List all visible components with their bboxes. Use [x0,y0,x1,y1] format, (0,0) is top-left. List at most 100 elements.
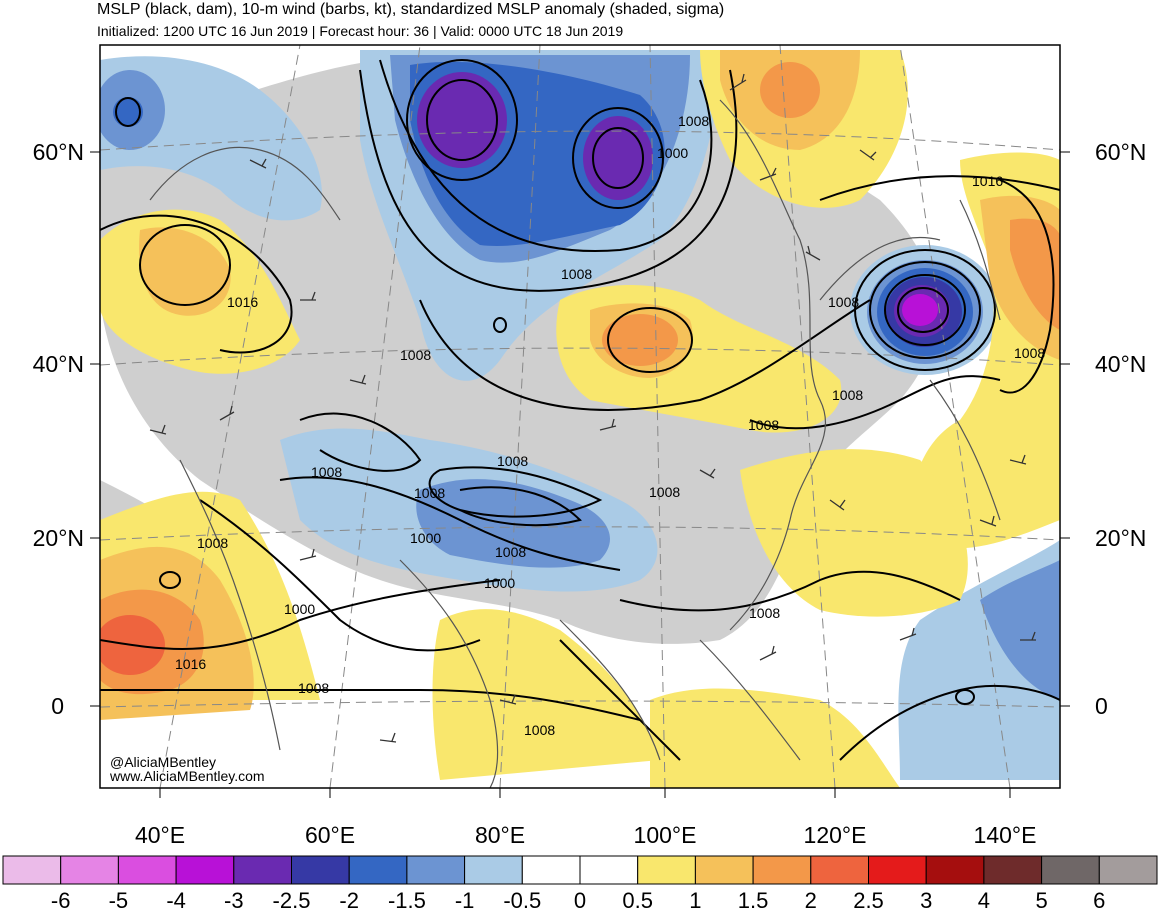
colorbar-label: 6 [1093,888,1105,913]
isobar-label: 1000 [410,530,441,546]
anomaly-orange-europe [139,227,231,316]
lat-label-left-60n: 60°N [33,139,84,165]
isobar-label: 1008 [495,544,526,560]
anomaly-blue-pacific-2 [980,560,1060,700]
wind-barbs [149,73,1036,743]
isobar-label: 1000 [657,145,688,161]
anomaly-orange-pacific-ne-2 [1010,218,1060,330]
credit-website: www.AliciaMBentley.com [109,768,265,784]
colorbar-label: -2.5 [273,888,311,913]
lon-label-40e: 40°E [135,822,185,848]
map-subtitle: Initialized: 1200 UTC 16 Jun 2019 | Fore… [97,23,624,39]
colorbar-label: -2 [339,888,359,913]
colorbar-label: 0 [574,888,586,913]
isobar-label: 1016 [972,173,1003,189]
colorbar-label: 3 [920,888,932,913]
colorbar-label: -0.5 [503,888,541,913]
anomaly-blue-scandinavia-core [113,97,143,127]
colorbar-swatch [983,855,1043,885]
credit-handle: @AliciaMBentley [110,754,216,770]
colorbar-swatch [521,855,581,885]
isobar-label: 1008 [832,387,863,403]
colorbar-label: 1 [689,888,701,913]
colorbar-swatch [752,855,812,885]
lat-label-left-0: 0 [51,693,64,719]
map-frame [99,44,1061,789]
map-title: MSLP (black, dam), 10-m wind (barbs, kt)… [97,1,725,18]
lon-label-80e: 80°E [475,822,525,848]
lat-label-left-20n: 20°N [33,525,84,551]
colorbar-swatch [1041,855,1100,885]
isobar-labels: 1008 1000 1016 1008 1008 1016 1008 1008 … [175,113,1045,738]
colorbar-swatch [579,855,639,885]
isobar-label: 1016 [227,294,258,310]
anomaly-low-core [902,294,938,326]
isobar-label: 1008 [298,680,329,696]
isobar-label: 1008 [1014,345,1045,361]
lat-label-left-40n: 40°N [33,351,84,377]
lat-label-right-40n: 40°N [1095,351,1146,377]
colorbar-swatch [60,855,119,885]
colorbar-labels: -6 -5 -4 -3 -2.5 -2 -1.5 -1 -0.5 0 0.5 1 1.5 2 2.5 3 4 5 6 [51,888,1106,913]
isobar-label: 1008 [828,294,859,310]
lon-label-120e: 120°E [804,822,867,848]
colorbar-label: 2.5 [853,888,884,913]
isobar-label: 1008 [497,453,528,469]
colorbar-swatch [175,855,235,885]
map-panel [100,45,1060,788]
colorbar-label: 1.5 [738,888,769,913]
isobar-label: 1008 [649,484,680,500]
anomaly-orange-mongolia-core [602,314,678,366]
colorbar-swatch [406,855,466,885]
coastlines [149,99,1001,788]
isobars [100,59,1060,761]
isobar-label: 1008 [311,464,342,480]
isobar-label: 1000 [284,601,315,617]
isobar-label: 1008 [748,417,779,433]
lat-label-right-60n: 60°N [1095,139,1146,165]
colorbar-swatch [2,855,62,885]
colorbar-label: 2 [805,888,817,913]
lon-label-140e: 140°E [974,822,1037,848]
lon-label-60e: 60°E [305,822,355,848]
colorbar-swatch [868,855,927,885]
colorbar-label: -6 [51,888,71,913]
anomaly-yellow-indonesia [650,688,900,788]
colorbar-swatch [694,855,754,885]
colorbar [2,855,1158,885]
colorbar-label: -3 [224,888,244,913]
colorbar-label: -1 [455,888,475,913]
axis-ticks [90,151,1070,798]
colorbar-label: 4 [978,888,990,913]
colorbar-swatch [117,855,177,885]
colorbar-swatch [291,855,350,885]
lat-label-right-20n: 20°N [1095,525,1146,551]
isobar-label: 1008 [197,535,228,551]
anomaly-orange-northeast-core [760,62,820,118]
isobar-label: 1008 [524,722,555,738]
isobar-label: 1000 [484,575,515,591]
lon-label-100e: 100°E [634,822,697,848]
colorbar-label: -1.5 [388,888,426,913]
colorbar-swatch [810,855,869,885]
isobar-label: 1008 [400,347,431,363]
anomaly-yellow-indian [432,609,660,780]
isobar-label: 1016 [175,656,206,672]
isobar-label: 1008 [414,485,445,501]
colorbar-swatch [233,855,293,885]
colorbar-swatch [1098,855,1158,885]
lat-label-right-0: 0 [1095,693,1108,719]
colorbar-swatch [464,855,523,885]
colorbar-swatch [637,855,696,885]
colorbar-label: -4 [166,888,186,913]
colorbar-label: -5 [109,888,129,913]
colorbar-swatch [348,855,408,885]
anomaly-blue-core-1 [417,72,507,168]
isobar-label: 1008 [561,266,592,282]
isobar-label: 1008 [749,605,780,621]
isobar-label: 1008 [678,113,709,129]
colorbar-swatch [925,855,985,885]
colorbar-label: 0.5 [622,888,653,913]
anomaly-yellow-southchina [740,449,968,617]
